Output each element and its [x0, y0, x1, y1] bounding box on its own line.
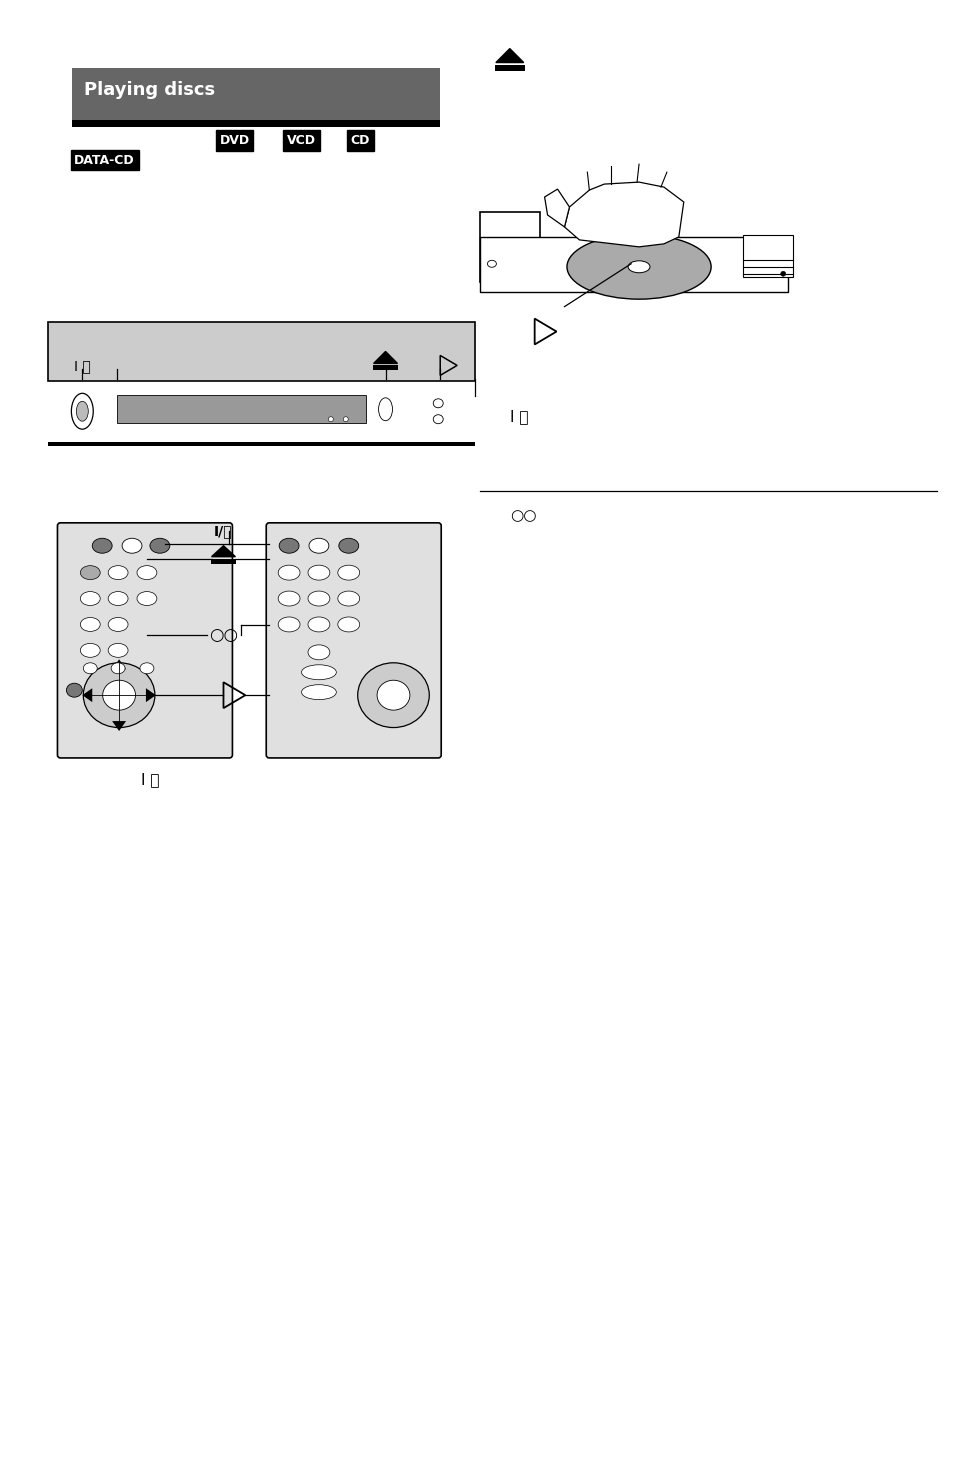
Ellipse shape [343, 417, 348, 421]
Ellipse shape [487, 261, 496, 267]
Ellipse shape [103, 681, 135, 710]
Text: ○○: ○○ [209, 626, 237, 645]
Bar [72, 120, 439, 128]
Ellipse shape [80, 644, 100, 657]
Ellipse shape [780, 271, 785, 276]
Ellipse shape [308, 645, 330, 660]
Bar [117, 396, 365, 423]
Ellipse shape [122, 538, 142, 553]
Bar [479, 212, 539, 282]
Text: I ⏻: I ⏻ [140, 773, 159, 787]
Ellipse shape [92, 538, 112, 553]
Bar [495, 65, 524, 71]
Ellipse shape [338, 538, 358, 553]
Text: I ⏻: I ⏻ [74, 359, 91, 374]
Ellipse shape [328, 417, 333, 421]
Text: DATA-CD: DATA-CD [74, 154, 134, 166]
Ellipse shape [67, 684, 82, 697]
Bar [479, 237, 787, 292]
Polygon shape [544, 188, 569, 227]
Ellipse shape [140, 663, 153, 673]
Ellipse shape [278, 617, 300, 632]
Ellipse shape [309, 538, 329, 553]
Ellipse shape [566, 234, 710, 300]
Ellipse shape [278, 565, 300, 580]
Polygon shape [82, 688, 92, 701]
Text: ○○: ○○ [509, 509, 536, 523]
Ellipse shape [433, 399, 443, 408]
Polygon shape [112, 660, 126, 669]
Bar [48, 442, 475, 446]
Ellipse shape [337, 565, 359, 580]
Polygon shape [496, 49, 523, 62]
Bar [211, 559, 236, 564]
Polygon shape [564, 182, 683, 246]
Ellipse shape [308, 565, 330, 580]
Ellipse shape [83, 663, 154, 728]
Ellipse shape [376, 681, 410, 710]
Ellipse shape [80, 592, 100, 605]
Ellipse shape [378, 397, 392, 421]
Text: Playing discs: Playing discs [84, 82, 215, 99]
Ellipse shape [137, 565, 156, 580]
Ellipse shape [150, 538, 170, 553]
Ellipse shape [337, 592, 359, 607]
Ellipse shape [301, 685, 336, 700]
Bar [742, 234, 792, 277]
Ellipse shape [108, 592, 128, 605]
Text: CD: CD [351, 133, 370, 147]
Ellipse shape [279, 538, 298, 553]
Ellipse shape [83, 663, 97, 673]
Text: DVD: DVD [219, 133, 250, 147]
Ellipse shape [627, 261, 649, 273]
Polygon shape [374, 351, 397, 363]
Ellipse shape [137, 592, 156, 605]
Text: I/⏻: I/⏻ [213, 523, 233, 538]
Ellipse shape [433, 415, 443, 424]
Ellipse shape [108, 565, 128, 580]
Ellipse shape [71, 393, 93, 429]
Text: I ⏻: I ⏻ [509, 409, 528, 424]
Ellipse shape [278, 592, 300, 607]
Polygon shape [146, 688, 155, 701]
Ellipse shape [337, 617, 359, 632]
Ellipse shape [76, 402, 89, 421]
Ellipse shape [308, 592, 330, 607]
Ellipse shape [301, 664, 336, 679]
Ellipse shape [108, 644, 128, 657]
Bar [72, 68, 439, 122]
Polygon shape [212, 546, 235, 556]
FancyBboxPatch shape [57, 523, 233, 758]
Ellipse shape [112, 663, 125, 673]
Text: VCD: VCD [287, 133, 315, 147]
Ellipse shape [80, 565, 100, 580]
Polygon shape [112, 721, 126, 731]
Ellipse shape [357, 663, 429, 728]
Ellipse shape [80, 617, 100, 632]
Bar [48, 322, 475, 381]
Ellipse shape [108, 617, 128, 632]
FancyBboxPatch shape [266, 523, 440, 758]
Bar [373, 365, 398, 371]
Ellipse shape [308, 617, 330, 632]
